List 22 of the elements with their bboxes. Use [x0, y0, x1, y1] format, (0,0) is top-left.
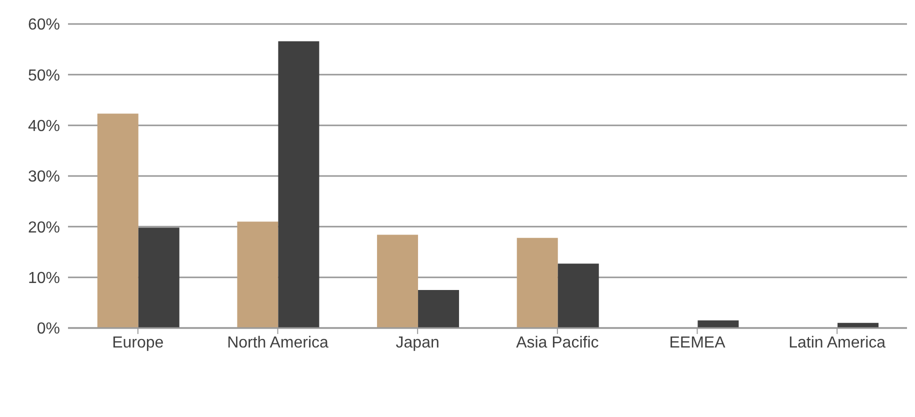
bar	[237, 222, 278, 328]
y-tick-label: 10%	[28, 270, 60, 288]
bar	[97, 114, 138, 328]
x-tick-label: EEMEA	[669, 334, 726, 352]
bar	[377, 234, 418, 328]
x-tick-label: Europe	[112, 334, 164, 352]
bar	[418, 290, 460, 328]
bar	[558, 264, 599, 328]
x-tick-label: Japan	[396, 334, 440, 352]
y-tick-label: 60%	[28, 16, 60, 34]
bar	[698, 320, 739, 328]
y-tick-label: 20%	[28, 219, 60, 236]
x-tick-label: North America	[227, 334, 329, 352]
bar	[278, 41, 320, 328]
x-tick-label: Asia Pacific	[516, 334, 599, 352]
bar	[138, 228, 180, 328]
y-tick-label: 0%	[36, 320, 60, 338]
x-tick-label: Latin America	[788, 334, 886, 352]
y-tick-label: 50%	[28, 67, 60, 84]
y-tick-label: 30%	[28, 168, 60, 186]
bar	[516, 238, 558, 328]
y-tick-label: 40%	[28, 118, 60, 136]
